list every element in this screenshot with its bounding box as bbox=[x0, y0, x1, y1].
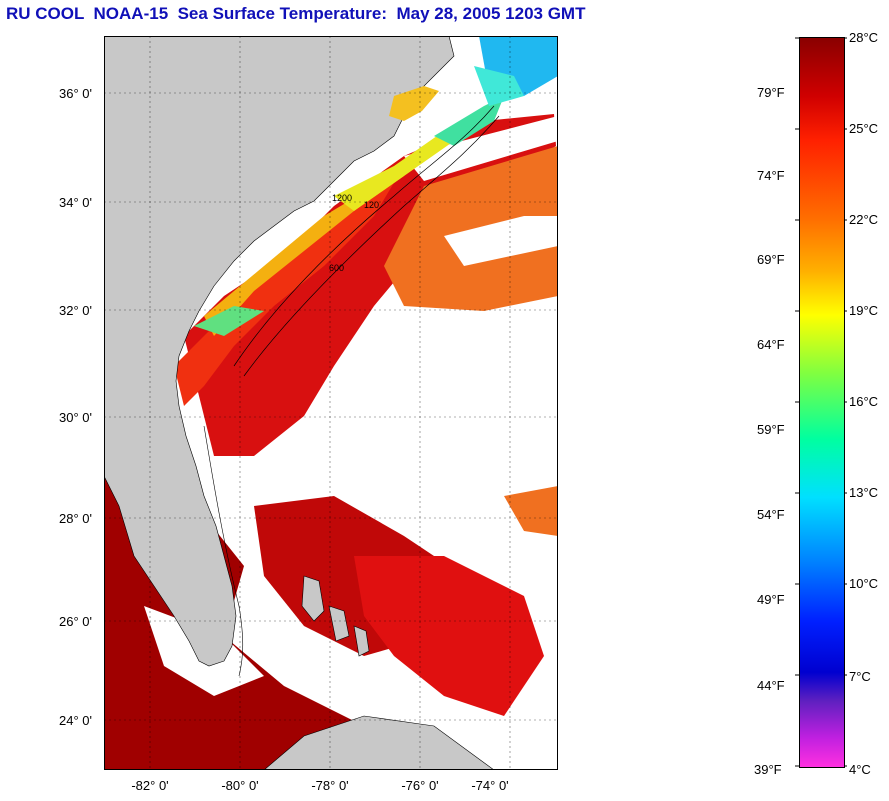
colorbar-fahrenheit-label: 74°F bbox=[757, 168, 785, 183]
offshore-water bbox=[384, 146, 558, 311]
lat-label: 32° 0' bbox=[59, 303, 92, 318]
colorbar-ticks bbox=[795, 37, 847, 767]
colorbar bbox=[799, 37, 845, 768]
isobath-label: 120 bbox=[364, 200, 379, 210]
colorbar-fahrenheit-label: 39°F bbox=[754, 762, 782, 777]
coastal-cold-water bbox=[434, 96, 504, 146]
colorbar-fahrenheit-label: 64°F bbox=[757, 337, 785, 352]
cloud-patch bbox=[444, 216, 558, 266]
map-frame bbox=[104, 36, 558, 770]
colorbar-celsius-label: 4°C bbox=[849, 762, 871, 777]
lat-label: 24° 0' bbox=[59, 713, 92, 728]
lat-label: 26° 0' bbox=[59, 614, 92, 629]
isobath-label: 1200 bbox=[332, 193, 352, 203]
colorbar-fahrenheit-label: 69°F bbox=[757, 252, 785, 267]
colorbar-celsius-label: 10°C bbox=[849, 576, 879, 591]
lon-label: -76° 0' bbox=[401, 778, 439, 793]
colorbar-celsius-label: 28°C bbox=[849, 30, 879, 45]
graticule bbox=[104, 36, 558, 770]
colorbar-gradient bbox=[800, 38, 844, 767]
coastal-cold-water bbox=[194, 306, 264, 336]
colorbar-celsius-label: 16°C bbox=[849, 394, 879, 409]
isobath-contour bbox=[243, 115, 500, 377]
lon-label: -82° 0' bbox=[131, 778, 169, 793]
lon-label: -80° 0' bbox=[221, 778, 259, 793]
lon-label: -78° 0' bbox=[311, 778, 349, 793]
sst-map: 1200 600 120 bbox=[104, 36, 558, 770]
colorbar-fahrenheit-label: 54°F bbox=[757, 507, 785, 522]
sst-map-canvas: 1200 600 120 bbox=[104, 36, 558, 770]
bahamas-islands bbox=[353, 625, 370, 657]
bahamas-islands bbox=[328, 605, 350, 642]
colorbar-celsius-label: 7°C bbox=[849, 669, 871, 684]
page-title: RU COOL NOAA-15 Sea Surface Temperature:… bbox=[6, 4, 586, 23]
colorbar-fahrenheit-label: 44°F bbox=[757, 678, 785, 693]
colorbar-celsius-label: 25°C bbox=[849, 121, 879, 136]
sound-water bbox=[389, 86, 439, 121]
colorbar-fahrenheit-label: 79°F bbox=[757, 85, 785, 100]
bahamas-warm-water bbox=[354, 556, 544, 716]
cloud-patch bbox=[344, 316, 558, 476]
north-cold-water bbox=[474, 66, 524, 106]
colorbar-celsius-label: 13°C bbox=[849, 485, 879, 500]
bahamas-islands bbox=[301, 575, 325, 622]
shelf-cool-water bbox=[334, 116, 474, 211]
shelf-warm-water bbox=[174, 166, 404, 406]
colorbar-fahrenheit-label: 59°F bbox=[757, 422, 785, 437]
isobath-contour bbox=[203, 425, 244, 677]
lon-label: -74° 0' bbox=[471, 778, 509, 793]
land-us-east-coast bbox=[104, 36, 455, 667]
lat-label: 36° 0' bbox=[59, 86, 92, 101]
lat-label: 30° 0' bbox=[59, 410, 92, 425]
colorbar-celsius-label: 19°C bbox=[849, 303, 879, 318]
cloud-patch bbox=[404, 116, 558, 181]
lat-label: 34° 0' bbox=[59, 195, 92, 210]
isobath-label: 600 bbox=[329, 263, 344, 273]
isobath-contour bbox=[233, 105, 495, 367]
lat-label: 28° 0' bbox=[59, 511, 92, 526]
cuba-coast bbox=[263, 715, 495, 770]
offshore-water-east bbox=[504, 486, 558, 536]
colorbar-fahrenheit-label: 49°F bbox=[757, 592, 785, 607]
colorbar-celsius-label: 22°C bbox=[849, 212, 879, 227]
